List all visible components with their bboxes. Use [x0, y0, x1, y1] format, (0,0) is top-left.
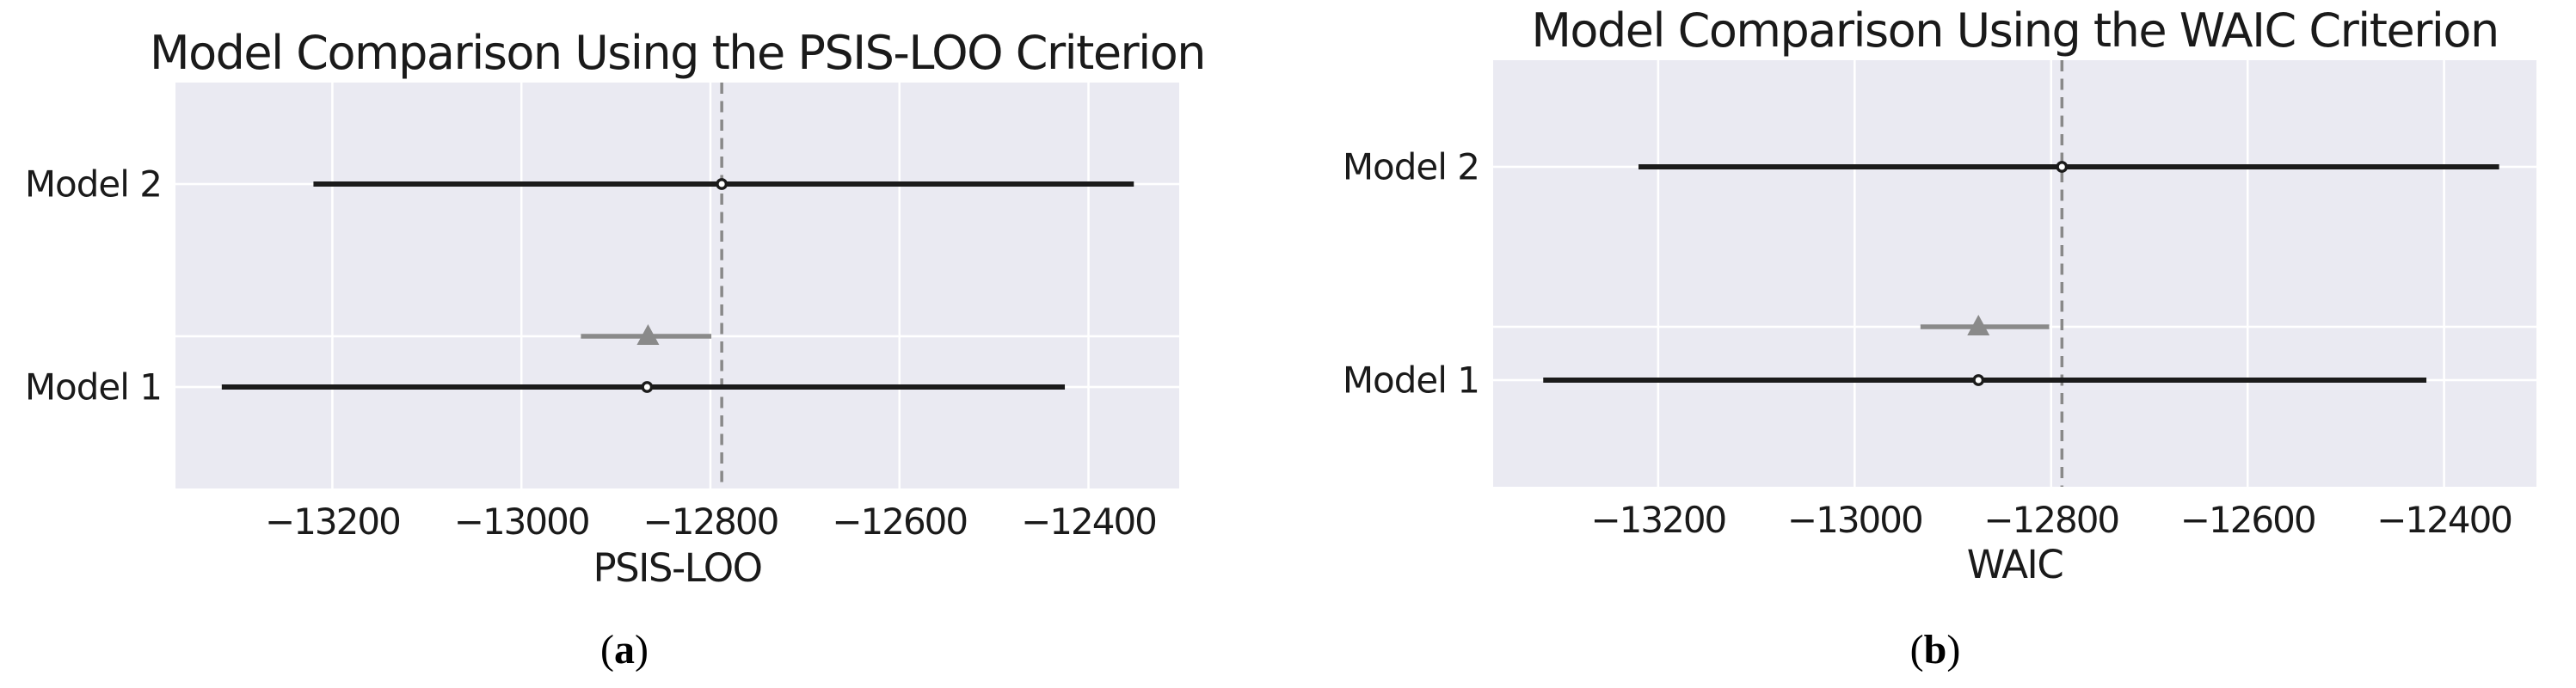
- y-tick-label: Model 1: [1342, 359, 1480, 402]
- x-tick-label: −12800: [1983, 499, 2120, 541]
- diff-triangle-marker: [636, 324, 660, 345]
- chart-title: Model Comparison Using the PSIS-LOO Crit…: [149, 26, 1207, 80]
- caption-paren-open: (: [1909, 627, 1924, 673]
- x-tick-label: −12600: [2179, 499, 2317, 541]
- y-tick-label: Model 2: [1342, 145, 1480, 188]
- x-tick-label: −12400: [1021, 501, 1158, 543]
- subfigure-caption: (b): [1910, 626, 1961, 673]
- x-axis-label: WAIC: [1966, 542, 2064, 587]
- caption-letter: a: [614, 627, 635, 673]
- x-tick-label: −12800: [642, 501, 780, 543]
- chart-title: Model Comparison Using the WAIC Criterio…: [1531, 3, 2499, 58]
- elpd-circle-marker: [716, 178, 729, 190]
- subfigure-caption: (a): [600, 626, 649, 673]
- caption-paren-open: (: [600, 627, 614, 673]
- x-tick-label: −13000: [1786, 499, 1924, 541]
- x-tick-label: −13000: [453, 501, 591, 543]
- caption-paren-close: ): [635, 627, 649, 673]
- x-tick-label: −13200: [265, 501, 402, 543]
- caption-letter: b: [1923, 627, 1947, 673]
- diff-triangle-marker: [1967, 315, 1990, 335]
- elpd-circle-marker: [641, 381, 654, 393]
- caption-paren-close: ): [1946, 627, 1961, 673]
- x-axis-label: PSIS-LOO: [593, 545, 763, 591]
- x-tick-label: −13200: [1590, 499, 1727, 541]
- y-tick-label: Model 1: [24, 366, 163, 408]
- plot-background: [1493, 60, 2536, 487]
- plot-background: [175, 83, 1179, 488]
- y-tick-label: Model 2: [24, 163, 163, 206]
- x-tick-label: −12600: [832, 501, 968, 543]
- x-tick-label: −12400: [2376, 499, 2513, 541]
- elpd-circle-marker: [1972, 374, 1985, 386]
- elpd-circle-marker: [2056, 161, 2069, 173]
